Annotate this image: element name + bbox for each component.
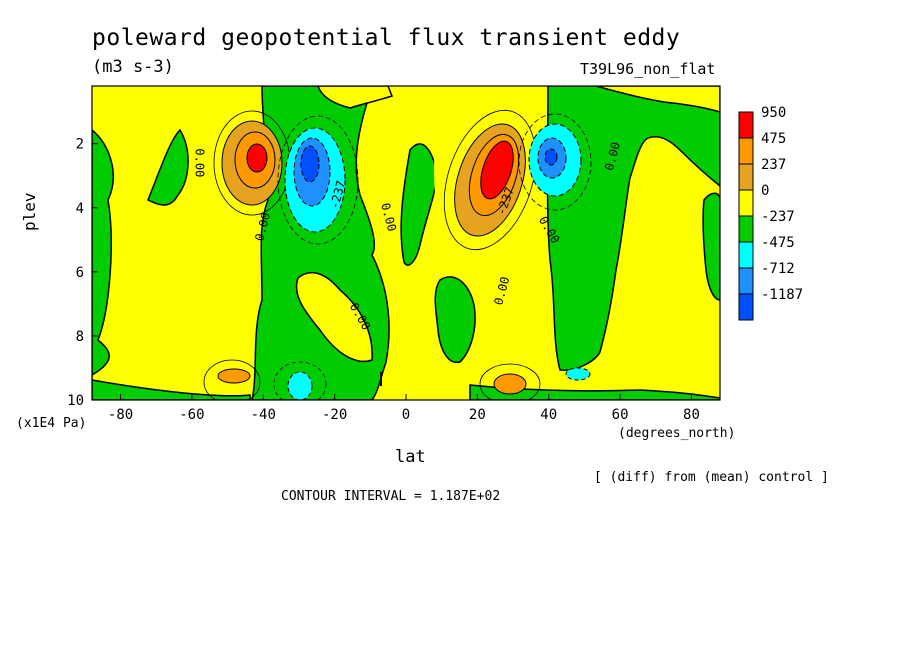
legend-swatch (738, 163, 754, 191)
legend-label: -237 (761, 209, 795, 225)
positive-lobe-south-core (246, 143, 268, 173)
surface-negative-contour-south (273, 361, 327, 400)
legend-label: 237 (761, 157, 786, 173)
legend-label: -1187 (761, 287, 803, 303)
diff-note: [ (diff) from (mean) control ] (594, 470, 829, 485)
green-region-equator (400, 143, 437, 266)
negative-lobe-north-contour (518, 113, 592, 211)
surface-positive-north (493, 373, 527, 395)
negative-lobe-south-contour (277, 115, 359, 245)
surface-negative-north (565, 367, 591, 381)
x-tick-label: -40 (251, 407, 276, 423)
legend-label: -712 (761, 261, 795, 277)
green-region-east-edge (702, 192, 720, 301)
legend-label: 0 (761, 183, 769, 199)
x-tick-label: 40 (540, 407, 557, 423)
surface-positive-south (217, 368, 251, 384)
yellow-notch-top (317, 86, 393, 109)
y-tick-label: 10 (67, 393, 84, 409)
y-axis-ticks: 2 4 6 8 10 (67, 137, 98, 409)
legend-label: -475 (761, 235, 795, 251)
x-tick-label: 60 (612, 407, 629, 423)
green-region-west-patch (147, 128, 189, 206)
positive-lobe-north-core (480, 140, 514, 200)
negative-lobe-north-core (544, 148, 558, 166)
contour-field (92, 86, 720, 400)
contour-label: 0.00 (193, 148, 207, 177)
chart-title: poleward geopotential flux transient edd… (92, 25, 681, 51)
yellow-patch-southern-mid (295, 271, 373, 363)
legend-swatch (738, 111, 754, 139)
legend-swatch (738, 293, 754, 321)
colorbar-legend: 950 475 237 0 -237 -475 -712 -1187 (738, 105, 803, 321)
y-tick-label: 8 (76, 329, 84, 345)
y-axis-unit: (x1E4 Pa) (16, 416, 87, 431)
positive-lobe-north-contour (443, 109, 537, 251)
run-name: T39L96_non_flat (580, 60, 716, 78)
x-tick-label: -20 (322, 407, 347, 423)
legend-swatch (738, 215, 754, 243)
contour-interval: CONTOUR INTERVAL = 1.187E+02 (281, 489, 501, 504)
legend-label: 475 (761, 131, 786, 147)
legend-swatch (738, 267, 754, 295)
green-strip-bottom-west (92, 379, 251, 400)
surface-positive-contour-north (479, 363, 541, 400)
negative-lobe-south-core (300, 145, 320, 183)
legend-swatch (738, 189, 754, 217)
y-tick-label: 6 (76, 265, 84, 281)
chart-units: (m3 s-3) (92, 57, 174, 77)
green-region-northern-low (434, 276, 476, 364)
x-tick-label: 20 (469, 407, 486, 423)
legend-swatch (738, 241, 754, 269)
x-axis-ticks: -80 -60 -40 -20 0 20 40 60 80 (108, 394, 700, 423)
y-tick-label: 4 (76, 201, 84, 217)
yellow-strip-north-top (595, 86, 720, 113)
green-region-west-edge (92, 129, 114, 395)
x-tick-label: 0 (402, 407, 410, 423)
x-tick-label: 80 (683, 407, 700, 423)
x-axis-unit: (degrees_north) (618, 426, 736, 441)
legend-swatch (738, 137, 754, 165)
surface-negative-south (287, 371, 313, 400)
legend-label: 950 (761, 105, 786, 121)
x-tick-label: -60 (179, 407, 204, 423)
y-tick-label: 2 (76, 137, 84, 153)
surface-positive-contour-south (203, 359, 261, 400)
x-tick-label: -80 (108, 407, 133, 423)
x-axis-label: lat (395, 447, 426, 467)
